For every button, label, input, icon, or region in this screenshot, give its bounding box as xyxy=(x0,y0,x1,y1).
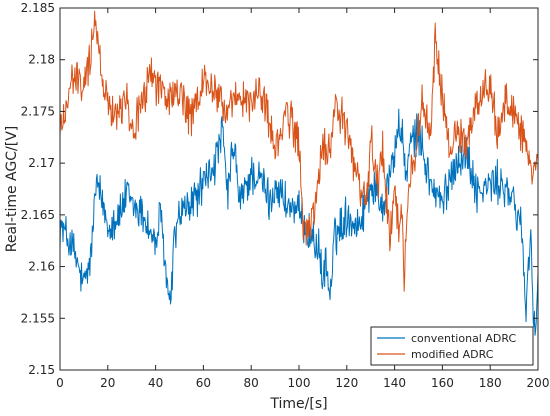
x-tick-label: 100 xyxy=(288,376,311,390)
y-tick-label: 2.17 xyxy=(28,156,55,170)
y-tick-label: 2.185 xyxy=(21,1,55,15)
legend-label-conventional-adrc: conventional ADRC xyxy=(411,332,516,345)
legend-label-modified-adrc: modified ADRC xyxy=(411,348,494,361)
y-tick-label: 2.18 xyxy=(28,53,55,67)
series-line-conventional-adrc xyxy=(59,108,539,336)
x-tick-label: 60 xyxy=(196,376,211,390)
x-tick-label: 180 xyxy=(479,376,502,390)
x-tick-label: 40 xyxy=(148,376,163,390)
legend-box xyxy=(370,326,534,366)
y-tick-label: 2.16 xyxy=(28,260,55,274)
tick-layer: 0 20 40 60 80 100 120 140 160 180 200 2.15 2.155 2.16… xyxy=(21,1,550,390)
series-layer xyxy=(59,10,539,336)
x-tick-label: 80 xyxy=(244,376,259,390)
y-tick-label: 2.155 xyxy=(21,311,55,325)
x-tick-label: 140 xyxy=(383,376,406,390)
series-line-modified-adrc xyxy=(59,10,539,292)
y-tick-label: 2.175 xyxy=(21,104,55,118)
x-axis-label: Time/[s] xyxy=(269,396,327,412)
x-tick-label: 120 xyxy=(335,376,358,390)
y-axis-label: Real-time AGC/[V] xyxy=(4,126,20,253)
y-tick-label: 2.165 xyxy=(21,208,55,222)
x-tick-label: 0 xyxy=(56,376,64,390)
y-tick-label: 2.15 xyxy=(28,363,55,377)
x-tick-label: 200 xyxy=(527,376,550,390)
plot-area xyxy=(60,8,538,370)
x-tick-label: 160 xyxy=(431,376,454,390)
legend: conventional ADRC modified ADRC xyxy=(370,326,534,366)
x-tick-label: 20 xyxy=(100,376,115,390)
